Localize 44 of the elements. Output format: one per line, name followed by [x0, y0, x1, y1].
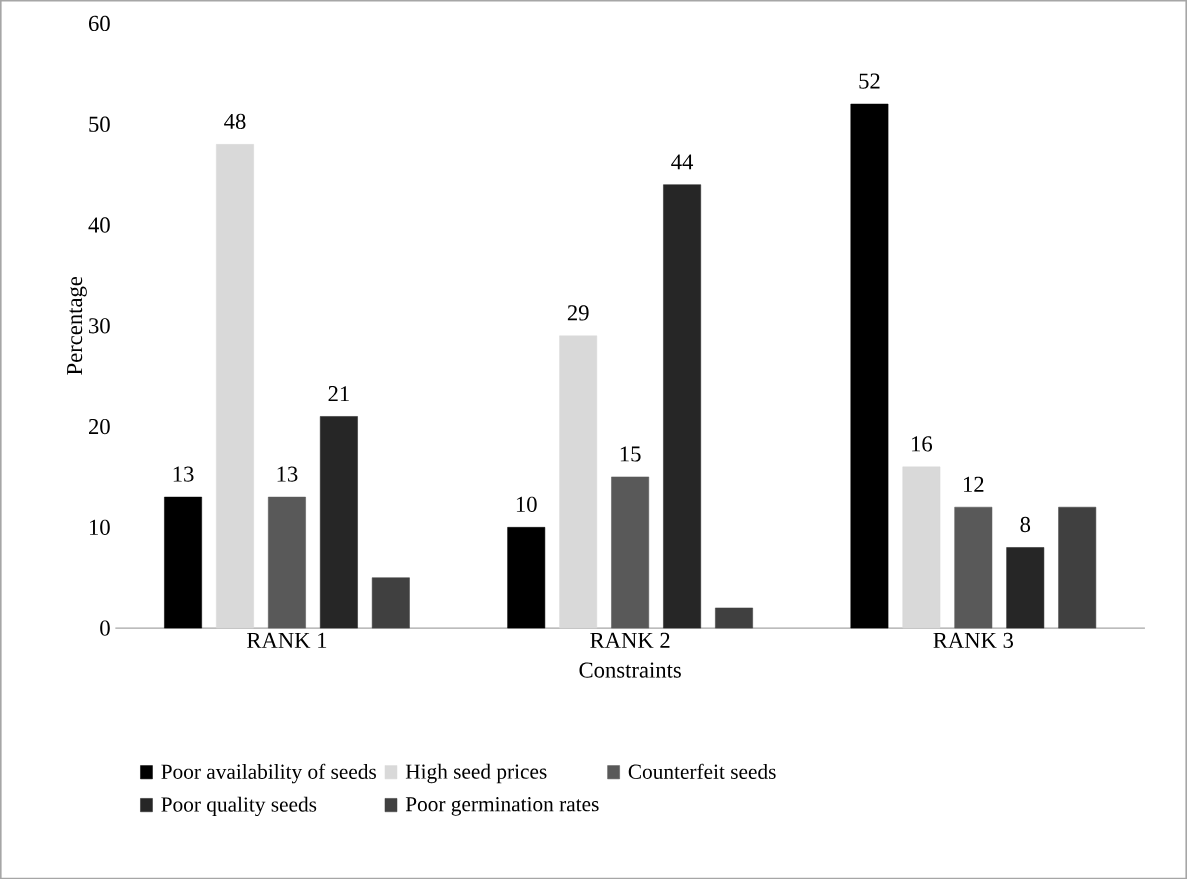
- data-label: 15: [620, 446, 641, 462]
- bar: [559, 335, 598, 629]
- data-label: 10: [516, 496, 537, 512]
- data-label: 44: [671, 154, 694, 170]
- data-label: 52: [859, 73, 880, 89]
- bar: [216, 143, 254, 629]
- data-label: 16: [912, 436, 933, 452]
- legend-label: Poor germination rates: [405, 796, 599, 816]
- y-tick-label: 50: [89, 116, 110, 132]
- legend-label: Poor quality seeds: [161, 796, 317, 816]
- bar: [164, 496, 202, 629]
- y-tick-label: 40: [88, 217, 110, 233]
- bar: [611, 476, 650, 629]
- bar: [507, 526, 546, 629]
- bar: [268, 496, 306, 629]
- x-tick-label: RANK 3: [933, 632, 1013, 648]
- bar: [663, 184, 701, 629]
- bar: [1058, 506, 1097, 629]
- data-label: 48: [224, 113, 246, 129]
- bar: [850, 103, 889, 629]
- x-axis-title: Constraints: [579, 662, 681, 678]
- bar: [1006, 547, 1045, 629]
- data-label: 12: [963, 476, 984, 492]
- bar: [954, 506, 993, 629]
- x-tick-label: RANK 2: [590, 632, 670, 648]
- y-tick-label: 10: [89, 519, 110, 535]
- data-label: 13: [277, 466, 298, 482]
- y-tick-label: 60: [88, 15, 110, 31]
- y-tick-label: 0: [100, 620, 110, 636]
- legend-label: Counterfeit seeds: [628, 763, 776, 779]
- legend-label: High seed prices: [405, 763, 547, 784]
- bar: [715, 607, 753, 629]
- y-tick-label: 30: [89, 317, 110, 334]
- legend-label: Poor availability of seeds: [161, 763, 376, 784]
- x-tick-label: RANK 1: [247, 632, 327, 648]
- bar: [319, 416, 358, 629]
- bar: [371, 577, 410, 629]
- bar: [902, 466, 941, 629]
- y-tick-label: 20: [89, 418, 110, 435]
- data-label: 29: [567, 305, 589, 321]
- data-label: 21: [328, 385, 349, 401]
- data-label: 13: [173, 466, 194, 482]
- data-label: 8: [1020, 516, 1031, 532]
- y-axis-title: Percentage: [67, 276, 87, 375]
